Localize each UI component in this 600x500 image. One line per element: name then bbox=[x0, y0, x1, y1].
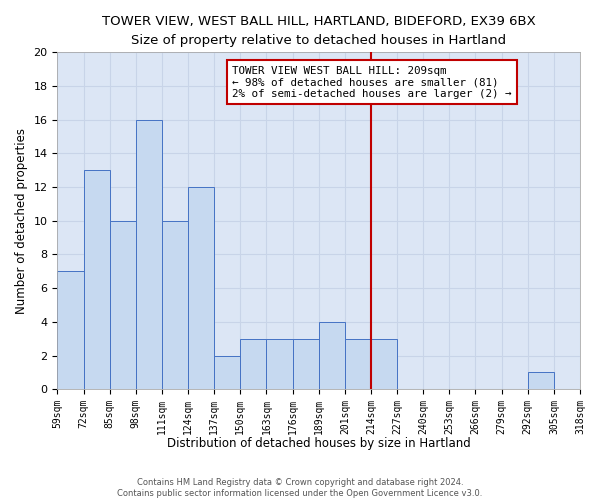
Bar bbox=[136, 120, 162, 389]
Bar bbox=[110, 221, 136, 389]
Bar bbox=[266, 338, 293, 389]
Bar bbox=[58, 272, 83, 389]
Bar bbox=[162, 221, 188, 389]
Bar bbox=[293, 338, 319, 389]
Bar bbox=[214, 356, 241, 389]
Bar bbox=[319, 322, 345, 389]
Bar bbox=[371, 338, 397, 389]
Bar bbox=[188, 187, 214, 389]
Y-axis label: Number of detached properties: Number of detached properties bbox=[15, 128, 28, 314]
Bar bbox=[241, 338, 266, 389]
Bar bbox=[83, 170, 110, 389]
X-axis label: Distribution of detached houses by size in Hartland: Distribution of detached houses by size … bbox=[167, 437, 470, 450]
Title: TOWER VIEW, WEST BALL HILL, HARTLAND, BIDEFORD, EX39 6BX
Size of property relati: TOWER VIEW, WEST BALL HILL, HARTLAND, BI… bbox=[102, 15, 536, 47]
Text: TOWER VIEW WEST BALL HILL: 209sqm
← 98% of detached houses are smaller (81)
2% o: TOWER VIEW WEST BALL HILL: 209sqm ← 98% … bbox=[232, 66, 512, 99]
Text: Contains HM Land Registry data © Crown copyright and database right 2024.
Contai: Contains HM Land Registry data © Crown c… bbox=[118, 478, 482, 498]
Bar bbox=[528, 372, 554, 389]
Bar bbox=[345, 338, 371, 389]
